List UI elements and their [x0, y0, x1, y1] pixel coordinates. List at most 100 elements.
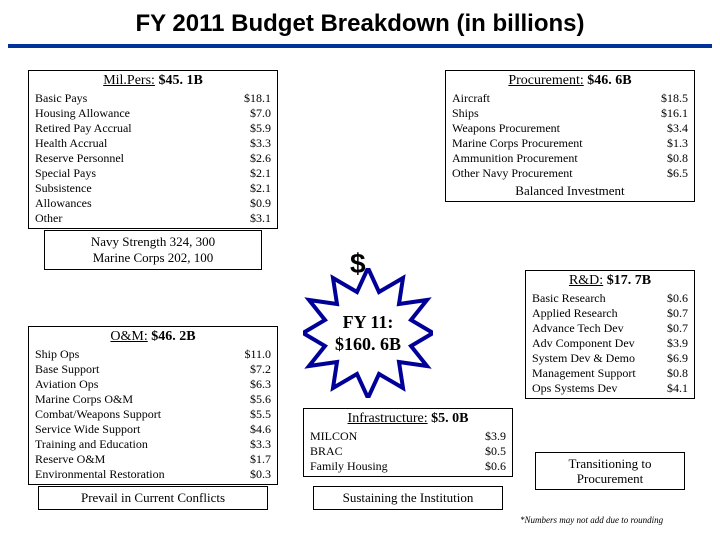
line-item-value: $2.6 — [231, 151, 271, 166]
line-item-value: $0.6 — [648, 291, 688, 306]
line-item-label: Reserve Personnel — [35, 151, 231, 166]
line-item-label: Basic Pays — [35, 91, 231, 106]
page-title: FY 2011 Budget Breakdown (in billions) — [0, 0, 720, 44]
line-item: Marine Corps O&M$5.6 — [35, 392, 271, 407]
fy-line2: $160. 6B — [335, 333, 401, 355]
line-item-label: Combat/Weapons Support — [35, 407, 231, 422]
infra-header: Infrastructure: $5. 0B — [310, 411, 506, 427]
line-item-value: $0.8 — [648, 366, 688, 381]
line-item-value: $4.6 — [231, 422, 271, 437]
line-item: Retired Pay Accrual$5.9 — [35, 121, 271, 136]
line-item-label: Other — [35, 211, 231, 226]
milpers-box: Mil.Pers: $45. 1B Basic Pays$18.1Housing… — [28, 70, 278, 229]
line-item-label: Service Wide Support — [35, 422, 231, 437]
line-item: Family Housing$0.6 — [310, 459, 506, 474]
line-item: Adv Component Dev$3.9 — [532, 336, 688, 351]
line-item-label: BRAC — [310, 444, 466, 459]
line-item-value: $3.3 — [231, 437, 271, 452]
line-item-label: Ship Ops — [35, 347, 231, 362]
marine-strength: Marine Corps 202, 100 — [45, 250, 261, 266]
line-item-label: Advance Tech Dev — [532, 321, 648, 336]
line-item-label: Subsistence — [35, 181, 231, 196]
infra-banner-text: Sustaining the Institution — [343, 490, 474, 505]
line-item-label: Housing Allowance — [35, 106, 231, 121]
procurement-amount: $46. 6B — [587, 73, 631, 88]
line-item: Combat/Weapons Support$5.5 — [35, 407, 271, 422]
line-item: Basic Pays$18.1 — [35, 91, 271, 106]
line-item: Applied Research$0.7 — [532, 306, 688, 321]
milpers-label: Mil.Pers: — [103, 73, 155, 88]
om-box: O&M: $46. 2B Ship Ops$11.0Base Support$7… — [28, 326, 278, 485]
line-item-label: Base Support — [35, 362, 231, 377]
line-item-label: Family Housing — [310, 459, 466, 474]
line-item-value: $4.1 — [648, 381, 688, 396]
line-item-value: $1.3 — [648, 136, 688, 151]
line-item: MILCON$3.9 — [310, 429, 506, 444]
footnote: *Numbers may not add due to rounding — [520, 515, 663, 525]
line-item: Housing Allowance$7.0 — [35, 106, 271, 121]
line-item-label: Special Pays — [35, 166, 231, 181]
procurement-header: Procurement: $46. 6B — [452, 73, 688, 89]
line-item: Training and Education$3.3 — [35, 437, 271, 452]
line-item-value: $3.9 — [466, 429, 506, 444]
line-item-value: $3.1 — [231, 211, 271, 226]
line-item-label: Basic Research — [532, 291, 648, 306]
line-item-label: Aircraft — [452, 91, 648, 106]
rd-label: R&D: — [569, 273, 603, 288]
line-item-value: $0.6 — [466, 459, 506, 474]
milpers-header: Mil.Pers: $45. 1B — [35, 73, 271, 89]
rd-banner-line1: Transitioning to — [536, 456, 684, 471]
line-item-label: Ammunition Procurement — [452, 151, 648, 166]
line-item-value: $3.3 — [231, 136, 271, 151]
line-item: Advance Tech Dev$0.7 — [532, 321, 688, 336]
line-item-label: Marine Corps Procurement — [452, 136, 648, 151]
line-item: Aircraft$18.5 — [452, 91, 688, 106]
line-item: Basic Research$0.6 — [532, 291, 688, 306]
line-item-value: $0.5 — [466, 444, 506, 459]
procurement-box: Procurement: $46. 6B Aircraft$18.5Ships$… — [445, 70, 695, 202]
infra-amount: $5. 0B — [431, 411, 468, 426]
line-item: Environmental Restoration$0.3 — [35, 467, 271, 482]
line-item: Other$3.1 — [35, 211, 271, 226]
line-item-value: $0.7 — [648, 306, 688, 321]
om-label: O&M: — [110, 329, 147, 344]
line-item: BRAC$0.5 — [310, 444, 506, 459]
navy-strength: Navy Strength 324, 300 — [45, 234, 261, 250]
line-item-label: Allowances — [35, 196, 231, 211]
line-item-value: $0.7 — [648, 321, 688, 336]
line-item-value: $3.9 — [648, 336, 688, 351]
line-item: Ammunition Procurement$0.8 — [452, 151, 688, 166]
line-item-value: $18.1 — [231, 91, 271, 106]
line-item: Reserve O&M$1.7 — [35, 452, 271, 467]
line-item-value: $1.7 — [231, 452, 271, 467]
rd-header: R&D: $17. 7B — [532, 273, 688, 289]
om-banner-text: Prevail in Current Conflicts — [81, 490, 225, 505]
line-item-label: Management Support — [532, 366, 648, 381]
fy-line1: FY 11: — [343, 311, 394, 333]
line-item: Service Wide Support$4.6 — [35, 422, 271, 437]
infra-box: Infrastructure: $5. 0B MILCON$3.9BRAC$0.… — [303, 408, 513, 477]
infra-label: Infrastructure: — [348, 411, 428, 426]
line-item: Aviation Ops$6.3 — [35, 377, 271, 392]
line-item-value: $11.0 — [231, 347, 271, 362]
line-item-value: $5.5 — [231, 407, 271, 422]
line-item-value: $0.9 — [231, 196, 271, 211]
line-item-value: $6.9 — [648, 351, 688, 366]
line-item-label: Ops Systems Dev — [532, 381, 648, 396]
rd-banner-line2: Procurement — [536, 471, 684, 486]
line-item: Management Support$0.8 — [532, 366, 688, 381]
title-divider — [8, 44, 712, 48]
line-item-label: Training and Education — [35, 437, 231, 452]
fy-total-starburst: FY 11: $160. 6B — [303, 268, 433, 398]
balanced-investment: Balanced Investment — [452, 183, 688, 199]
line-item: Health Accrual$3.3 — [35, 136, 271, 151]
strength-banner: Navy Strength 324, 300 Marine Corps 202,… — [44, 230, 262, 270]
line-item: Ops Systems Dev$4.1 — [532, 381, 688, 396]
om-amount: $46. 2B — [151, 329, 195, 344]
milpers-amount: $45. 1B — [158, 73, 202, 88]
infra-banner: Sustaining the Institution — [313, 486, 503, 510]
procurement-label: Procurement: — [508, 73, 583, 88]
line-item-label: Marine Corps O&M — [35, 392, 231, 407]
line-item-label: Adv Component Dev — [532, 336, 648, 351]
line-item-label: Retired Pay Accrual — [35, 121, 231, 136]
